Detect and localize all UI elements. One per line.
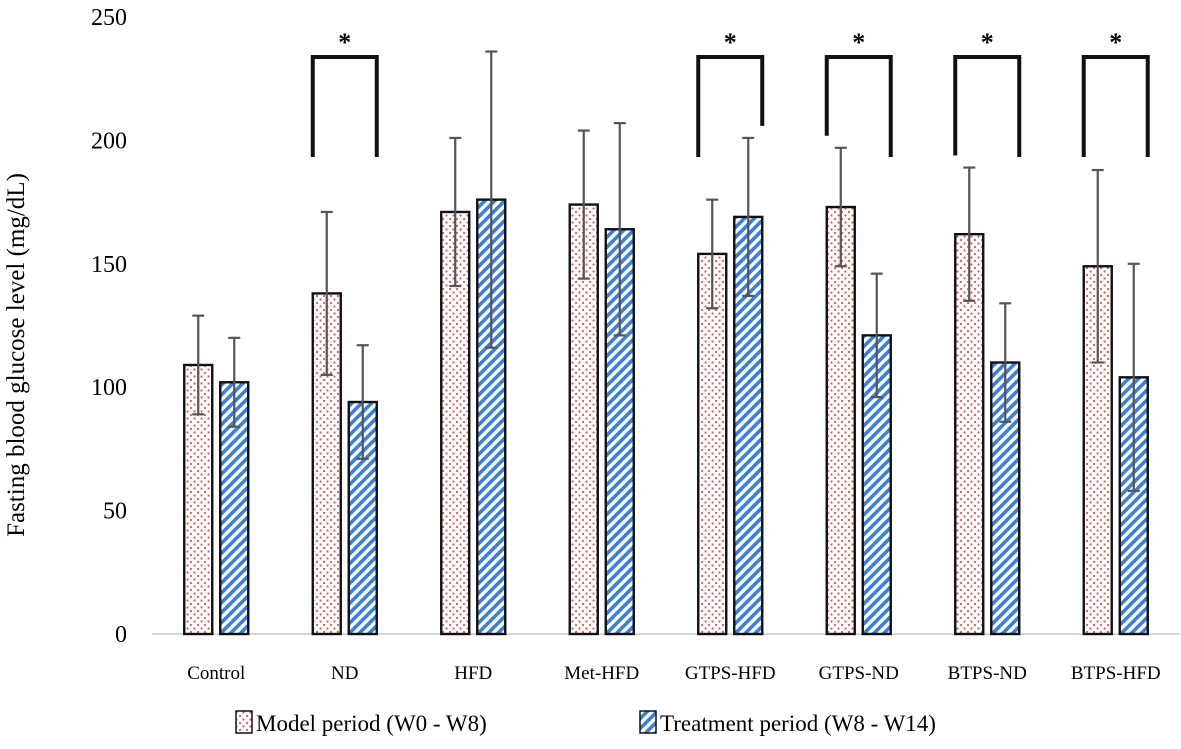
category-label-control: Control [187, 663, 245, 684]
significance-star-gtps-hfd: * [724, 28, 737, 57]
y-tick-label-0: 0 [115, 622, 127, 648]
error-bars-group [192, 50, 1140, 492]
significance-star-btps-nd: * [981, 28, 994, 57]
legend: Model period (W0 - W8) Treatment period (… [235, 710, 936, 736]
y-tick-label-200: 200 [91, 128, 127, 154]
y-axis-ticks: 0 50 100 150 200 250 [91, 5, 127, 648]
legend-swatch-series-2 [639, 710, 657, 734]
bar-gtps-nd-series-1 [825, 205, 856, 636]
significance-bracket-gtps-nd [824, 55, 893, 157]
significance-bracket-btps-hfd [1081, 55, 1150, 157]
significance-star-gtps-nd: * [852, 28, 865, 57]
y-tick-label-50: 50 [103, 499, 127, 525]
significance-star-nd: * [338, 28, 351, 57]
bar-gtps-hfd-series-1 [697, 252, 728, 636]
significance-bracket-gtps-hfd [696, 55, 765, 157]
significance-bracket-nd [310, 55, 379, 157]
bar-nd-series-2 [347, 400, 378, 636]
y-tick-label-100: 100 [91, 375, 127, 401]
category-label-gtps-hfd: GTPS-HFD [685, 663, 776, 684]
bar-hfd-series-2 [476, 198, 507, 636]
y-tick-label-150: 150 [91, 252, 127, 278]
category-label-btps-hfd: BTPS-HFD [1071, 663, 1161, 684]
category-label-hfd: HFD [454, 663, 492, 684]
category-labels-group: Control ND HFD Met-HFD GTPS-HFD GTPS-ND BTPS-N… [187, 663, 1160, 684]
category-label-met-hfd: Met-HFD [564, 663, 639, 684]
category-label-gtps-nd: GTPS-ND [819, 663, 899, 684]
category-label-nd: ND [331, 663, 358, 684]
significance-brackets-group: * * * * * [310, 28, 1150, 157]
legend-label-series-2: Treatment period (W8 - W14) [660, 711, 936, 736]
y-axis-label: Fasting blood glucose level (mg/dL) [3, 173, 30, 537]
bars-group [183, 198, 1149, 636]
significance-star-btps-hfd: * [1109, 28, 1122, 57]
legend-swatch-series-1 [235, 710, 253, 734]
y-tick-label-250: 250 [91, 5, 127, 31]
significance-bracket-btps-nd [953, 55, 1022, 157]
category-label-btps-nd: BTPS-ND [948, 663, 1027, 684]
legend-label-series-1: Model period (W0 - W8) [256, 711, 487, 736]
